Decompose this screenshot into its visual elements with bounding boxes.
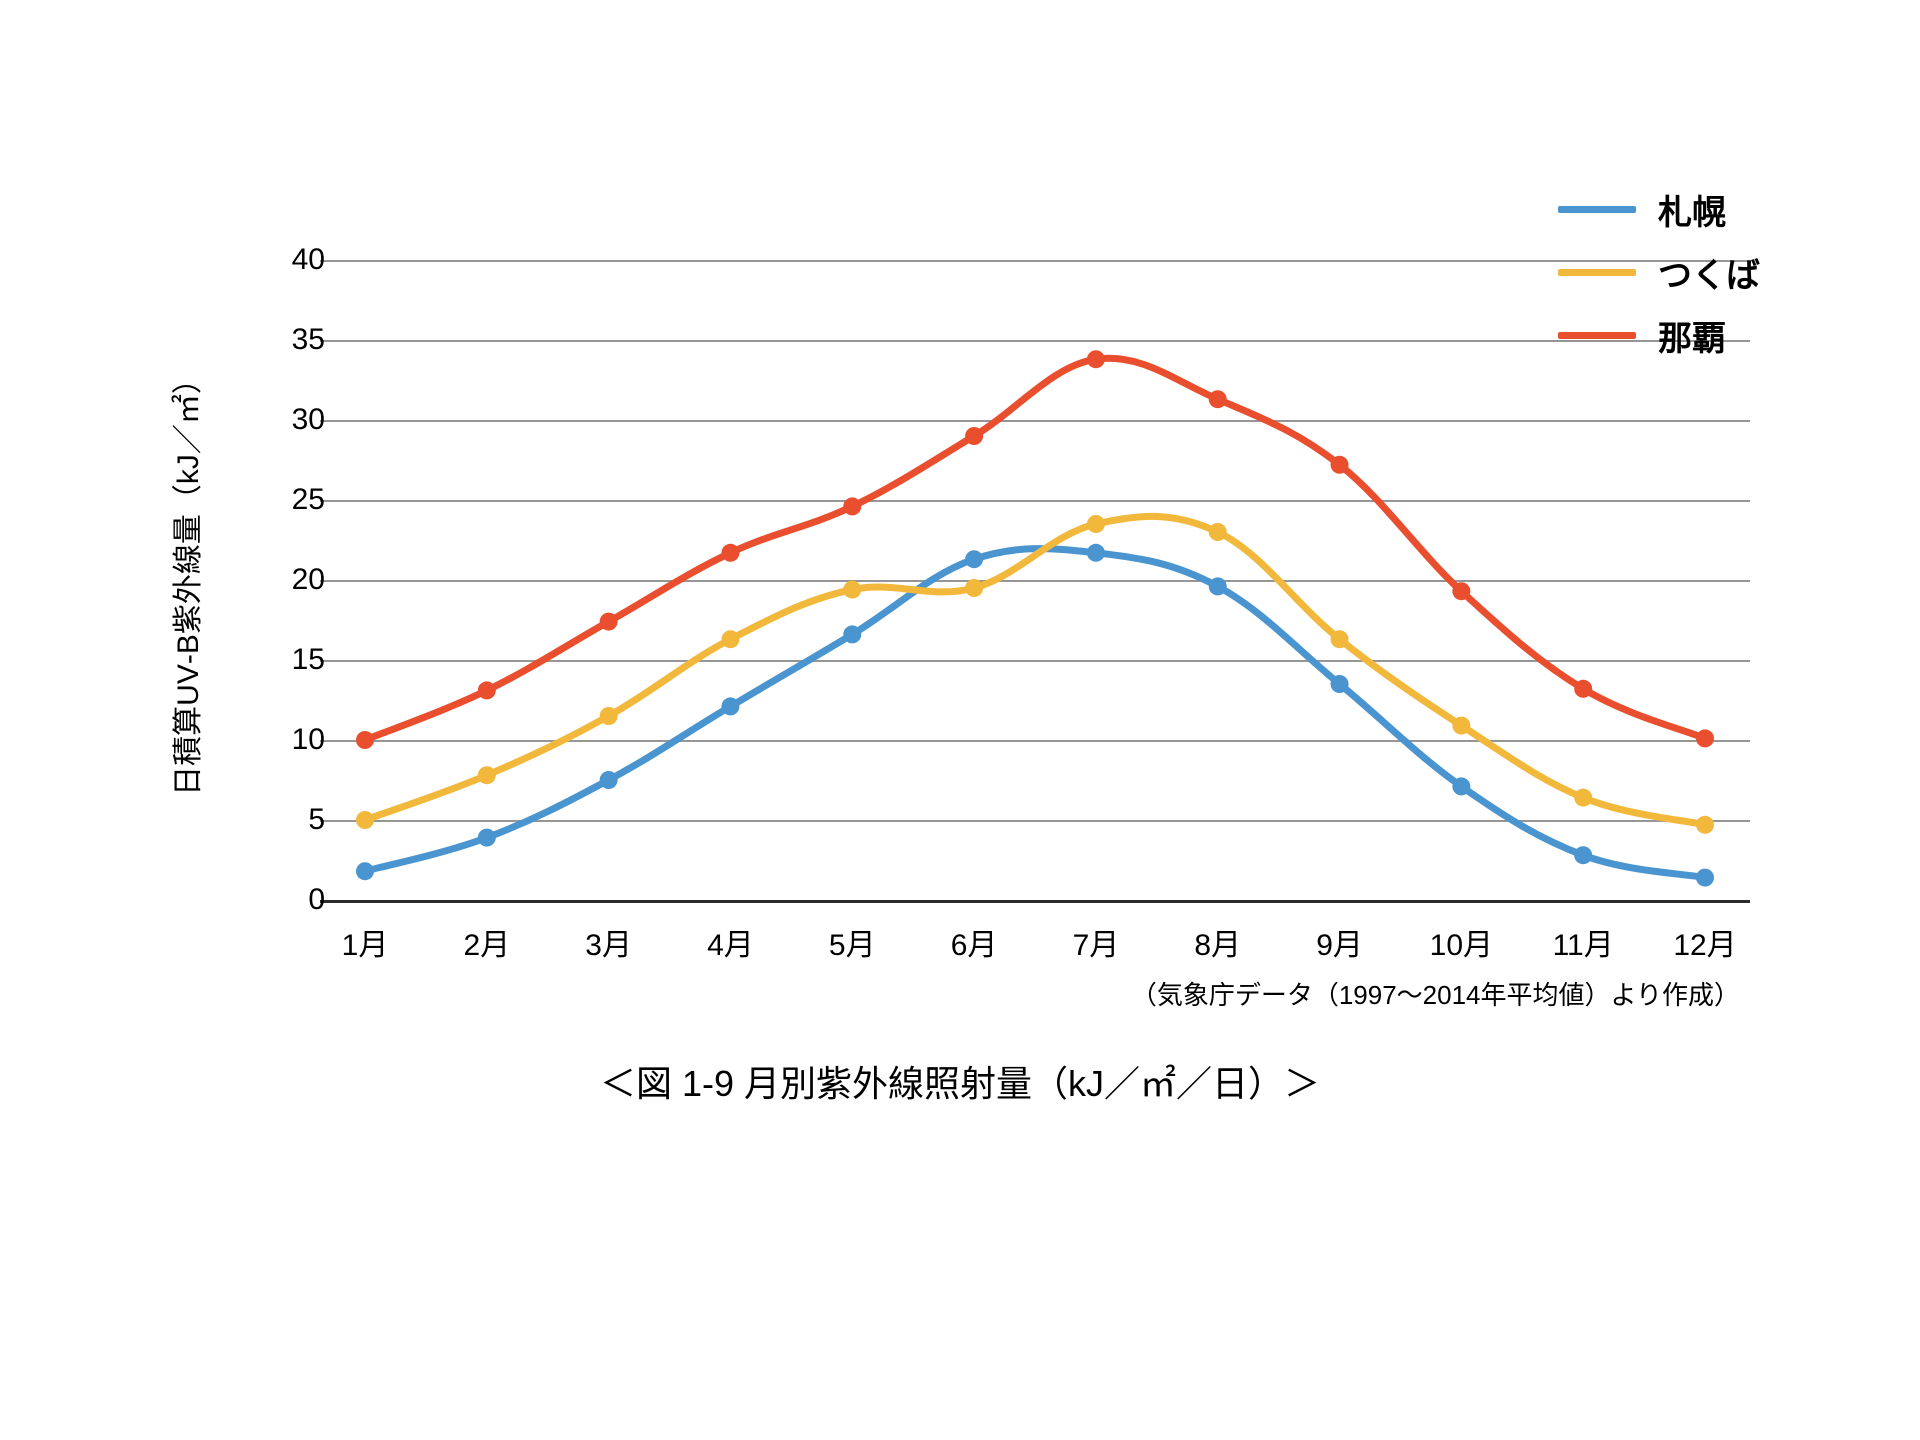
series-marker (843, 581, 861, 599)
series-marker (1452, 582, 1470, 600)
legend-swatch (1558, 269, 1636, 276)
legend-item: 那覇 (1558, 311, 1760, 360)
x-tick-label: 10月 (1430, 920, 1493, 964)
series-marker (1087, 544, 1105, 562)
series-marker (1209, 390, 1227, 408)
gridline (320, 900, 1750, 903)
series-marker (1574, 680, 1592, 698)
plot-area (320, 260, 1750, 900)
series-marker (1574, 789, 1592, 807)
x-tick-label: 9月 (1316, 920, 1363, 964)
caption: ＜図 1-9 月別紫外線照射量（kJ／㎡／日）＞ (600, 1055, 1320, 1107)
series-marker (1452, 777, 1470, 795)
x-tick-label: 11月 (1553, 920, 1614, 964)
series-marker (1696, 869, 1714, 887)
series-marker (478, 766, 496, 784)
series-marker (843, 497, 861, 515)
series-marker (721, 630, 739, 648)
y-tick-label: 30 (265, 403, 325, 437)
y-axis-title: 日積算UV‐B紫外線量（kJ／㎡） (163, 364, 207, 796)
series-marker (1696, 816, 1714, 834)
series-line (365, 549, 1705, 878)
legend-swatch (1558, 332, 1636, 339)
series-marker (1087, 350, 1105, 368)
series-marker (478, 829, 496, 847)
series-marker (965, 550, 983, 568)
series-marker (843, 625, 861, 643)
legend-item: 札幌 (1558, 185, 1760, 234)
x-tick-label: 8月 (1194, 920, 1241, 964)
legend-label: 札幌 (1658, 185, 1726, 234)
y-tick-label: 15 (265, 643, 325, 677)
legend-item: つくば (1558, 248, 1760, 297)
y-tick-label: 35 (265, 323, 325, 357)
x-tick-label: 4月 (707, 920, 754, 964)
series-marker (1087, 515, 1105, 533)
y-tick-label: 5 (265, 803, 325, 837)
series-marker (1574, 846, 1592, 864)
x-tick-label: 2月 (463, 920, 510, 964)
series-marker (1209, 577, 1227, 595)
series-marker (1331, 630, 1349, 648)
series-marker (356, 862, 374, 880)
series-marker (600, 771, 618, 789)
series-marker (965, 427, 983, 445)
legend-swatch (1558, 206, 1636, 213)
y-tick-label: 25 (265, 483, 325, 517)
y-tick-label: 20 (265, 563, 325, 597)
series-marker (600, 613, 618, 631)
x-tick-label: 6月 (951, 920, 998, 964)
series-marker (1331, 675, 1349, 693)
series-marker (965, 579, 983, 597)
x-tick-label: 1月 (342, 920, 389, 964)
x-tick-label: 3月 (585, 920, 632, 964)
x-tick-label: 7月 (1073, 920, 1120, 964)
uv-chart: 日積算UV‐B紫外線量（kJ／㎡） 0 5 10 15 20 25 30 35 40 1月 2月 3… (150, 200, 1770, 1240)
series-marker (356, 731, 374, 749)
x-tick-label: 12月 (1673, 920, 1736, 964)
legend-label: つくば (1658, 248, 1760, 297)
series-marker (721, 544, 739, 562)
series-marker (1452, 717, 1470, 735)
series-marker (1209, 523, 1227, 541)
series-marker (600, 707, 618, 725)
y-tick-label: 40 (265, 243, 325, 277)
legend: 札幌つくば那覇 (1558, 185, 1760, 374)
x-tick-label: 5月 (829, 920, 876, 964)
series-marker (1696, 729, 1714, 747)
series-line (365, 516, 1705, 824)
series-marker (721, 697, 739, 715)
series-marker (356, 811, 374, 829)
line-series-svg (320, 260, 1750, 900)
y-tick-label: 0 (265, 883, 325, 917)
series-marker (1331, 456, 1349, 474)
series-marker (478, 681, 496, 699)
legend-label: 那覇 (1658, 311, 1726, 360)
source-note: （気象庁データ（1997～2014年平均値）より作成） (1131, 975, 1740, 1012)
y-tick-label: 10 (265, 723, 325, 757)
